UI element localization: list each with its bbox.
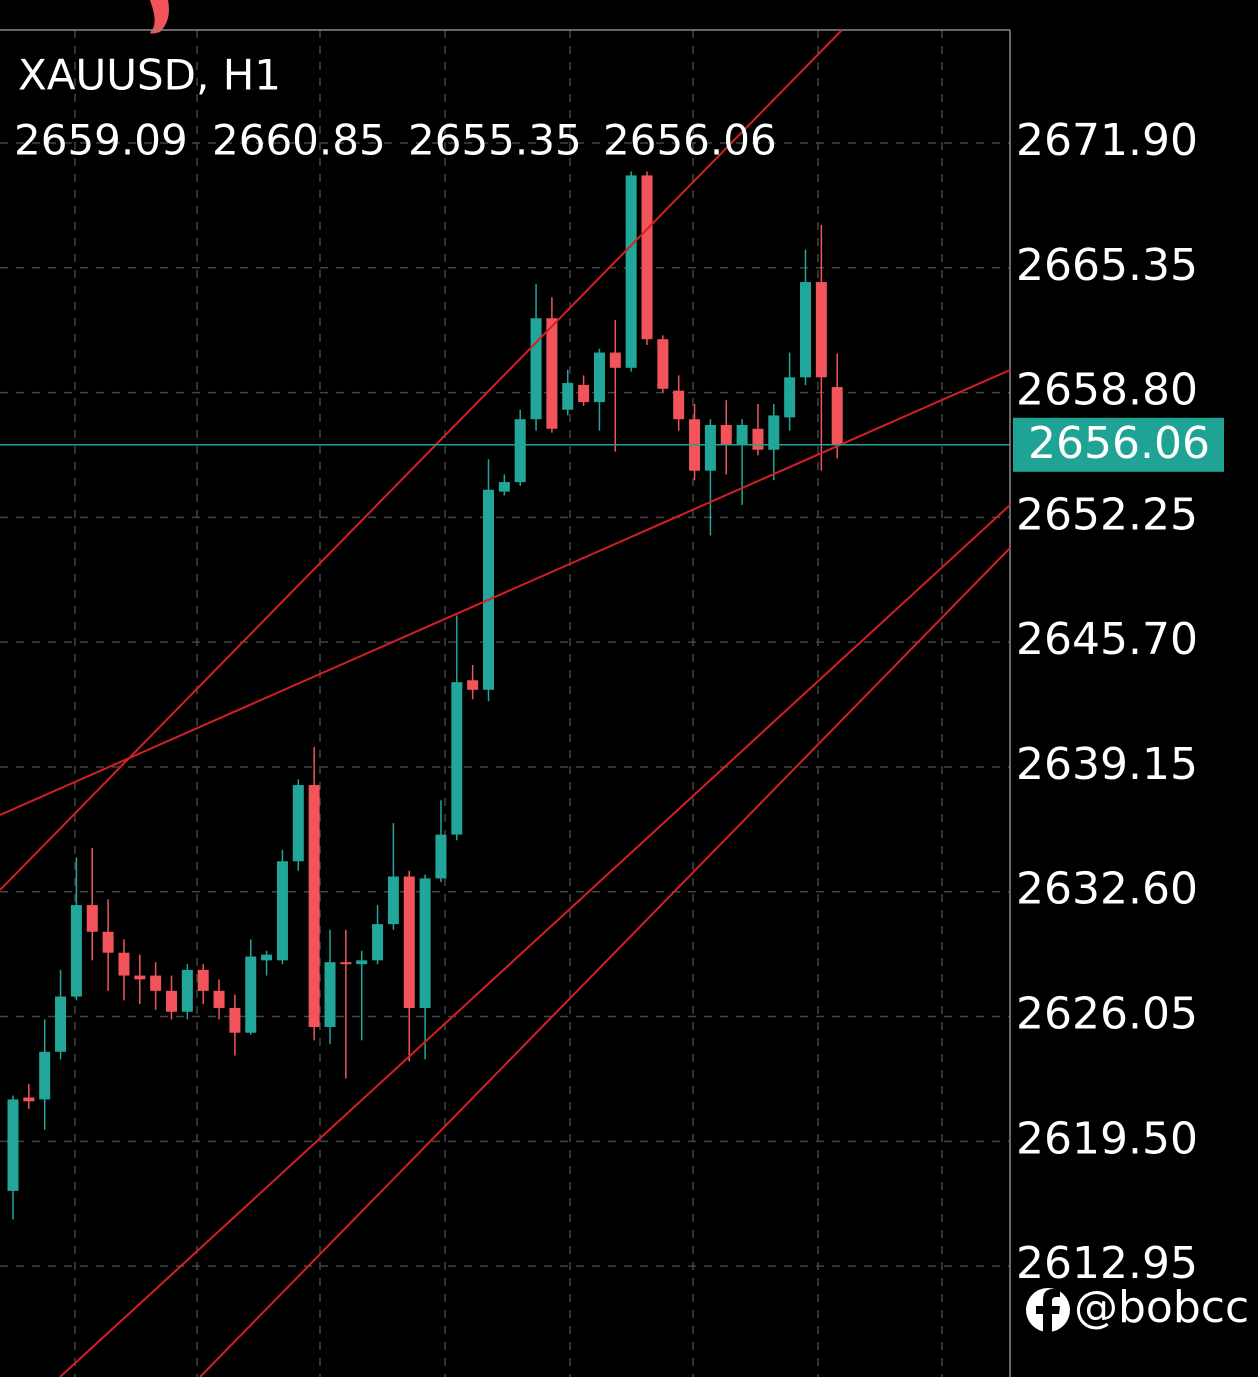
facebook-f xyxy=(1036,1289,1060,1334)
trendline xyxy=(59,504,1011,1377)
ohlc-high: 2660.85 xyxy=(212,116,386,165)
candle-body xyxy=(752,428,764,450)
candle-body xyxy=(498,482,510,492)
candle-body xyxy=(229,1007,241,1033)
y-tick-label: 2612.95 xyxy=(1016,1238,1198,1289)
candle-body xyxy=(641,175,653,340)
facebook-icon xyxy=(1026,1288,1070,1334)
candle-body xyxy=(831,387,843,445)
candle-body xyxy=(213,990,225,1008)
candle-body xyxy=(372,924,384,961)
trendline xyxy=(0,29,843,891)
y-tick-label: 2639.15 xyxy=(1016,739,1198,790)
last-price-label: 2656.06 xyxy=(1028,418,1210,469)
candle-body xyxy=(562,383,574,410)
last-price-badge xyxy=(1013,417,1224,472)
candle-body xyxy=(546,318,558,429)
candle-body xyxy=(308,785,320,1028)
candle-body xyxy=(815,282,827,378)
candle-body xyxy=(23,1097,35,1102)
candle-body xyxy=(784,377,796,418)
candle-body xyxy=(387,876,399,925)
finger-mark xyxy=(150,0,169,34)
candle-body xyxy=(625,175,637,368)
candle-body xyxy=(800,282,811,378)
candle-body xyxy=(435,834,447,879)
candle-body xyxy=(609,352,621,368)
candle-body xyxy=(657,339,669,389)
candle-body xyxy=(356,960,368,965)
candle-body xyxy=(467,680,479,690)
candle-body xyxy=(593,352,605,403)
y-tick-label: 2658.80 xyxy=(1016,365,1198,416)
trendline xyxy=(199,547,1011,1377)
candle-body xyxy=(39,1051,51,1100)
candle-body xyxy=(261,954,273,961)
candle-body xyxy=(55,996,67,1052)
vertical-grid xyxy=(74,30,943,1377)
candle-body xyxy=(245,956,257,1033)
y-tick-label: 2632.60 xyxy=(1016,864,1198,915)
candle-body xyxy=(324,962,336,1028)
candle-body xyxy=(276,861,288,961)
candle-body xyxy=(704,424,716,471)
y-tick-label: 2671.90 xyxy=(1016,115,1198,166)
candle-body xyxy=(166,990,177,1012)
candle-body xyxy=(118,952,130,976)
candle-body xyxy=(483,489,494,690)
symbol-title: XAUUSD, H1 xyxy=(18,51,281,100)
candle-body xyxy=(292,785,304,862)
candle-body xyxy=(134,975,146,980)
candle-body xyxy=(150,975,162,991)
candle-body xyxy=(7,1099,19,1191)
candle-body xyxy=(70,905,82,997)
candles xyxy=(7,171,843,1220)
y-tick-label: 2619.50 xyxy=(1016,1113,1198,1164)
candle-body xyxy=(673,390,685,420)
candle-body xyxy=(514,419,526,483)
ohlc-close: 2656.06 xyxy=(603,116,777,165)
candle-body xyxy=(197,969,209,991)
y-tick-label: 2626.05 xyxy=(1016,989,1198,1040)
candle-body xyxy=(419,878,431,1008)
watermark: @bobcc xyxy=(1074,1282,1249,1333)
candle-body xyxy=(530,318,542,420)
candle-body xyxy=(340,962,352,965)
y-tick-label: 2652.25 xyxy=(1016,489,1198,540)
candle-body xyxy=(578,384,590,403)
candle-body xyxy=(181,969,193,1012)
candle-body xyxy=(768,415,780,450)
candle-body xyxy=(720,424,732,445)
candle-body xyxy=(451,682,463,835)
ohlc-low: 2655.35 xyxy=(408,116,582,165)
candle-body xyxy=(403,876,415,1008)
ohlc-open: 2659.09 xyxy=(14,116,188,165)
y-tick-label: 2665.35 xyxy=(1016,240,1198,291)
candle-body xyxy=(736,424,748,445)
candle-body xyxy=(86,905,98,932)
overlay: 2656.06 xyxy=(0,417,1224,472)
y-tick-label: 2645.70 xyxy=(1016,614,1198,665)
candle-body xyxy=(102,931,114,953)
